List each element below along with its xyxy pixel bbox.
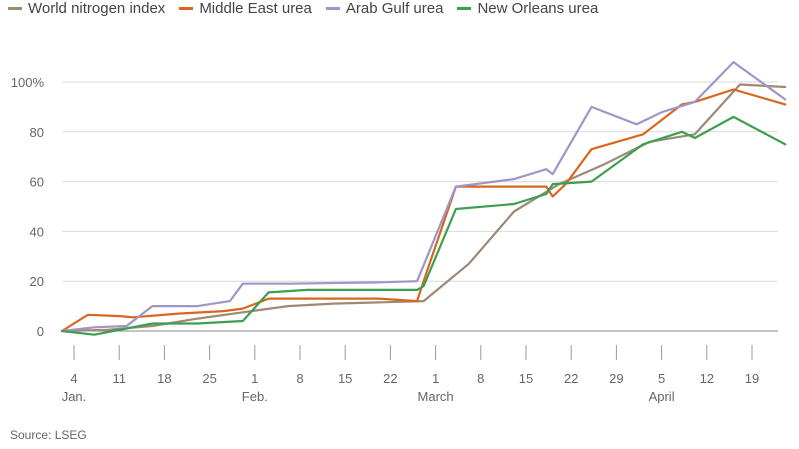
legend-label: Middle East urea: [199, 0, 312, 17]
x-tick-label: 1: [251, 371, 258, 386]
legend: World nitrogen index Middle East urea Arab…: [8, 0, 612, 17]
x-tick-label: 22: [564, 371, 578, 386]
x-month-label: Feb.: [242, 389, 268, 404]
series-line-world-nitrogen-index: [60, 83, 787, 333]
x-tick-label: 18: [157, 371, 171, 386]
legend-item: World nitrogen index: [8, 0, 165, 17]
legend-item: Arab Gulf urea: [325, 0, 444, 17]
x-tick-label: 19: [745, 371, 759, 386]
x-tick-label: 22: [383, 371, 397, 386]
legend-swatch: [325, 7, 340, 10]
legend-item: Middle East urea: [179, 0, 312, 17]
series-line-arab-gulf-urea: [60, 61, 787, 333]
gridlines: [62, 81, 778, 332]
y-tick-label: 0: [37, 324, 44, 339]
y-tick-label: 80: [30, 125, 44, 140]
x-tick-label: 12: [700, 371, 714, 386]
legend-label: Arab Gulf urea: [345, 0, 444, 17]
y-axis-ticks: 0 20 40 60 80 100%: [11, 75, 45, 339]
x-tick-label: 4: [70, 371, 77, 386]
x-tick-label: 1: [432, 371, 439, 386]
x-tick-label: 5: [658, 371, 665, 386]
x-tick-label: 15: [338, 371, 352, 386]
x-month-label: Jan.: [62, 389, 87, 404]
y-tick-label: 60: [30, 175, 44, 190]
legend-label: World nitrogen index: [28, 0, 166, 17]
x-tick-label: 29: [609, 371, 623, 386]
legend-label: New Orleans urea: [477, 0, 599, 17]
x-tick-label: 11: [112, 371, 126, 386]
y-tick-label: 40: [30, 224, 44, 239]
x-tick-label: 25: [202, 371, 216, 386]
x-tick-label: 8: [477, 371, 484, 386]
y-tick-label: 20: [30, 274, 44, 289]
legend-swatch: [8, 7, 22, 10]
legend-swatch: [457, 7, 472, 10]
legend-item: New Orleans urea: [457, 0, 598, 17]
source-note: Source: LSEG: [10, 428, 87, 442]
series-line-middle-east-urea: [60, 88, 787, 333]
legend-swatch: [179, 7, 194, 10]
x-month-label: April: [649, 389, 675, 404]
series-lines: [60, 61, 787, 336]
x-month-label: March: [418, 389, 454, 404]
x-tick-label: 15: [519, 371, 533, 386]
series-line-new-orleans-urea: [60, 115, 787, 336]
x-tick-label: 8: [296, 371, 303, 386]
y-tick-label: 100%: [11, 75, 45, 90]
